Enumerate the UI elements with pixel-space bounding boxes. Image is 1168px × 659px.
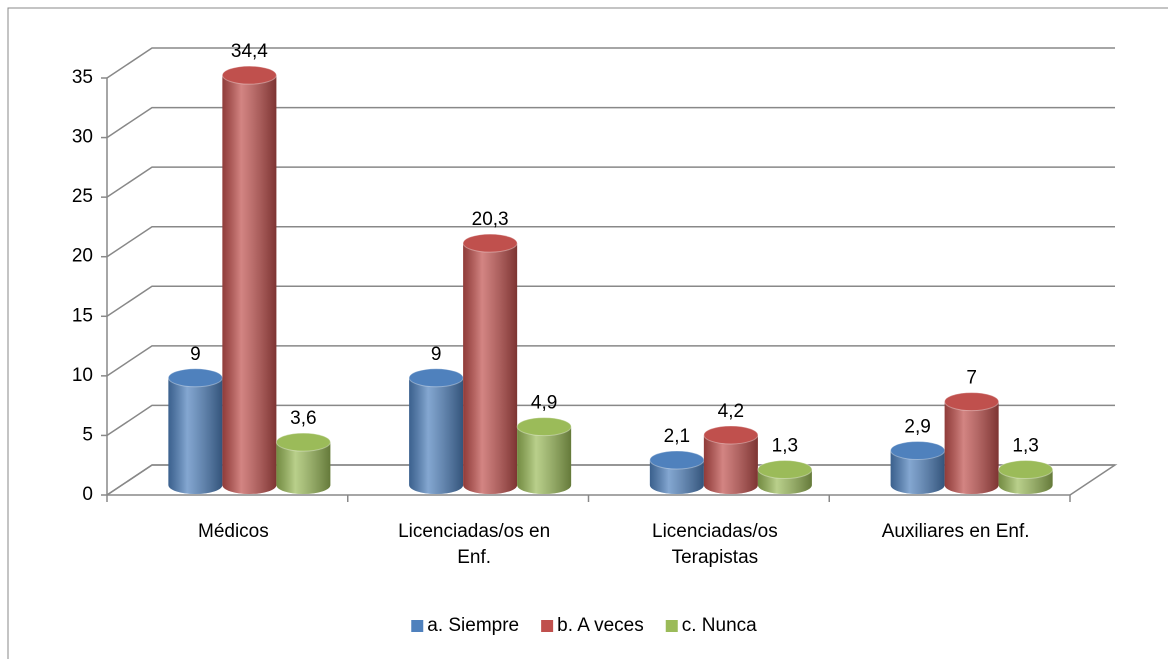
y-tick-label: 10 — [72, 365, 93, 386]
grid-line — [106, 225, 1115, 258]
grid-line — [106, 166, 1115, 198]
bar-top — [462, 233, 518, 253]
bar-top — [649, 450, 705, 470]
bar-top — [890, 440, 946, 460]
y-tick-label: 35 — [72, 67, 93, 88]
data-label: 1,3 — [772, 436, 798, 457]
grid-line — [106, 345, 1115, 377]
bar-top — [408, 368, 464, 388]
legend-label: a. Siempre — [427, 615, 519, 636]
data-label: 2,1 — [664, 426, 690, 447]
bar-shade — [222, 75, 277, 495]
y-tick-label: 0 — [82, 484, 93, 505]
bar-top — [703, 425, 759, 445]
grid-line — [106, 47, 1115, 79]
y-tick-label: 15 — [72, 305, 93, 326]
bar-shade — [703, 434, 758, 494]
bar-top — [516, 417, 572, 437]
x-tick-label: Licenciadas/os Terapistas — [652, 521, 778, 568]
x-tick-label: Licenciadas/os en Enf. — [398, 521, 551, 568]
y-tick-label: 5 — [82, 424, 93, 445]
legend-swatch — [411, 620, 424, 632]
data-label: 4,2 — [718, 401, 744, 422]
bar-top — [757, 460, 813, 480]
data-label: 7 — [966, 368, 977, 389]
x-tick-label: Médicos — [198, 521, 269, 542]
bar-top — [221, 65, 277, 85]
bar-shade — [463, 243, 518, 494]
bar-top — [998, 460, 1054, 480]
data-label: 3,6 — [290, 408, 316, 429]
x-tick-label: Auxiliares en Enf. — [881, 521, 1030, 542]
legend-label: b. A veces — [557, 615, 644, 636]
bar-shade — [649, 459, 704, 494]
grid-line — [106, 285, 1115, 317]
grid-line — [106, 404, 1115, 437]
legend-label: c. Nunca — [682, 615, 757, 636]
data-label: 2,9 — [904, 416, 930, 437]
y-tick-label: 25 — [72, 186, 93, 207]
bar-shade — [944, 401, 999, 494]
data-label: 1,3 — [1012, 436, 1038, 457]
bar-shade — [890, 450, 945, 494]
y-tick-label: 20 — [72, 246, 93, 267]
bar-shade — [517, 426, 572, 494]
bar-top — [167, 368, 223, 388]
bar-top — [275, 432, 331, 452]
y-tick-label: 30 — [72, 127, 93, 148]
legend-swatch — [541, 620, 554, 632]
bar-top — [944, 392, 1000, 412]
grid-line — [106, 106, 1115, 139]
bar-shade — [409, 377, 464, 494]
bar-shade — [276, 442, 331, 494]
data-label: 20,3 — [472, 209, 509, 230]
data-label: 34,4 — [231, 41, 268, 62]
data-label: 9 — [431, 344, 442, 365]
legend-swatch — [665, 620, 678, 632]
data-label: 9 — [190, 344, 201, 365]
bar-shade — [168, 377, 223, 494]
chart-border — [7, 7, 1168, 659]
data-label: 4,9 — [531, 393, 557, 414]
